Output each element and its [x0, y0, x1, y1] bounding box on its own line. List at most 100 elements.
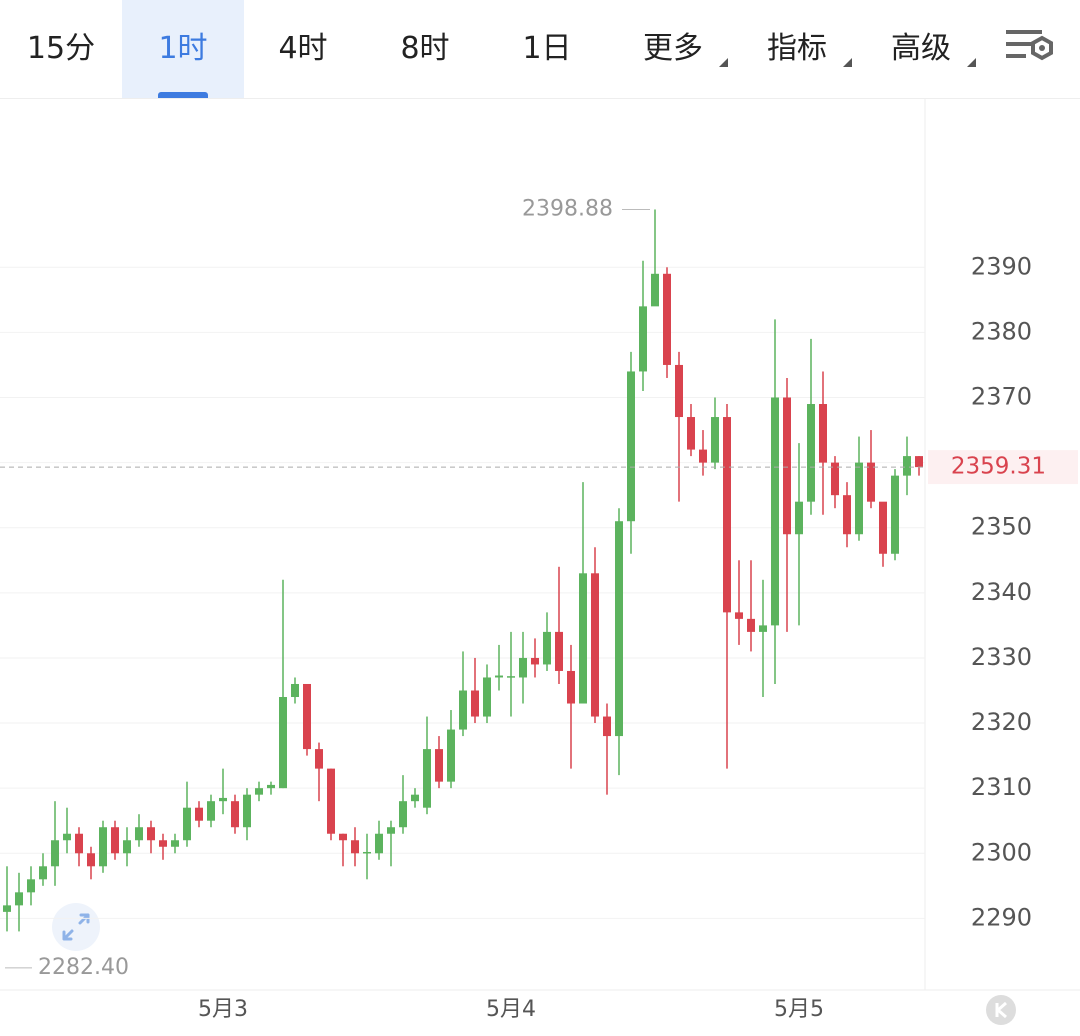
candle-body — [651, 273, 659, 307]
timeframe-tabs: 15分 1时 4时 8时 1日 更多 指标 高级 — [0, 0, 1080, 99]
candle-body — [639, 306, 647, 372]
candle-body — [723, 417, 731, 613]
y-tick-label: 2370 — [971, 383, 1032, 411]
expand-icon[interactable] — [52, 903, 100, 951]
x-tick-label: 5月5 — [774, 997, 824, 1022]
last-price-label: 2359.31 — [951, 454, 1046, 480]
candle-body — [735, 612, 743, 619]
tab-label: 1时 — [158, 31, 208, 66]
candle-body — [243, 794, 251, 828]
y-tick-label: 2320 — [971, 708, 1032, 736]
y-tick-label: 2340 — [971, 578, 1032, 606]
candle-body — [207, 801, 215, 821]
candle-body — [819, 404, 827, 463]
tab[interactable]: 1时 — [122, 0, 244, 98]
candle-body — [603, 716, 611, 737]
y-tick-label: 2290 — [971, 903, 1032, 931]
candle-body — [15, 892, 23, 906]
y-tick-label: 2330 — [971, 643, 1032, 671]
dropdown-arrow — [843, 58, 852, 67]
x-tick-label: 5月4 — [486, 997, 536, 1022]
k-button[interactable] — [986, 995, 1016, 1025]
candle-body — [531, 657, 539, 665]
candle-body — [159, 840, 167, 847]
y-tick-label: 2350 — [971, 513, 1032, 541]
candle-body — [555, 631, 563, 671]
tab-label: 1日 — [522, 31, 572, 66]
settings-icon[interactable] — [1004, 22, 1064, 82]
candle-body — [687, 417, 695, 450]
candle-body — [219, 797, 227, 802]
candle-body — [387, 827, 395, 834]
tab-label: 15分 — [26, 31, 96, 66]
candle-body — [495, 675, 503, 678]
candle-body — [711, 417, 719, 463]
candle-body — [27, 879, 35, 893]
tab[interactable]: 8时 — [364, 0, 486, 98]
candle-body — [567, 670, 575, 704]
y-tick-label: 2390 — [971, 252, 1032, 280]
tab[interactable]: 1日 — [486, 0, 608, 98]
candle-body — [3, 905, 11, 912]
candle-body — [543, 631, 551, 665]
dropdown-arrow — [967, 58, 976, 67]
candle-body — [375, 833, 383, 854]
low-label: 2282.40 — [38, 955, 129, 980]
candle-body — [435, 749, 443, 782]
x-tick-label: 5月3 — [198, 997, 248, 1022]
tab-label: 8时 — [400, 31, 450, 66]
candle-body — [267, 784, 275, 789]
candle-body — [279, 697, 287, 789]
candle-body — [459, 690, 467, 730]
y-tick-label: 2310 — [971, 773, 1032, 801]
candle-body — [327, 768, 335, 834]
candle-body — [519, 657, 527, 678]
y-tick-label: 2300 — [971, 838, 1032, 866]
candle-body — [39, 866, 47, 880]
candle-body — [99, 827, 107, 867]
candle-body — [183, 807, 191, 841]
tab[interactable]: 更多 — [612, 0, 734, 98]
high-label: 2398.88 — [522, 196, 613, 221]
candle-body — [63, 833, 71, 841]
candle-body — [171, 840, 179, 847]
candle-body — [747, 618, 755, 632]
candle-body — [783, 397, 791, 535]
dropdown-arrow — [719, 58, 728, 67]
candle-body — [447, 729, 455, 782]
y-tick-label: 2380 — [971, 317, 1032, 345]
candle-body — [423, 749, 431, 808]
candle-body — [507, 676, 515, 678]
tab[interactable]: 高级 — [860, 0, 982, 98]
candle-body — [255, 788, 263, 795]
candle-body — [339, 833, 347, 841]
tab-label: 更多 — [643, 31, 703, 66]
candle-body — [807, 404, 815, 502]
candle-body — [291, 683, 299, 698]
tab[interactable]: 4时 — [242, 0, 364, 98]
candle-body — [135, 827, 143, 841]
last-price-bg — [928, 450, 1078, 485]
candle-body — [483, 677, 491, 717]
candle-body — [795, 501, 803, 535]
candle-body — [471, 690, 479, 717]
tab-label: 高级 — [891, 31, 951, 66]
candle-body — [615, 521, 623, 737]
candle-body — [663, 273, 671, 365]
candle-body — [903, 456, 911, 476]
candle-body — [627, 371, 635, 522]
candle-body — [75, 833, 83, 854]
candle-body — [591, 573, 599, 717]
chart: 2290230023102320233023402350236023702380… — [0, 98, 1080, 1025]
candle-body — [147, 827, 155, 841]
candle-body — [303, 683, 311, 750]
tab[interactable]: 15分 — [0, 0, 122, 98]
candle-body — [867, 462, 875, 502]
candle-body — [111, 827, 119, 854]
tab-label: 4时 — [278, 31, 328, 66]
candle-body — [195, 807, 203, 821]
candle-body — [351, 840, 359, 854]
candle-body — [771, 397, 779, 626]
tab[interactable]: 指标 — [736, 0, 858, 98]
candle-body — [579, 573, 587, 704]
